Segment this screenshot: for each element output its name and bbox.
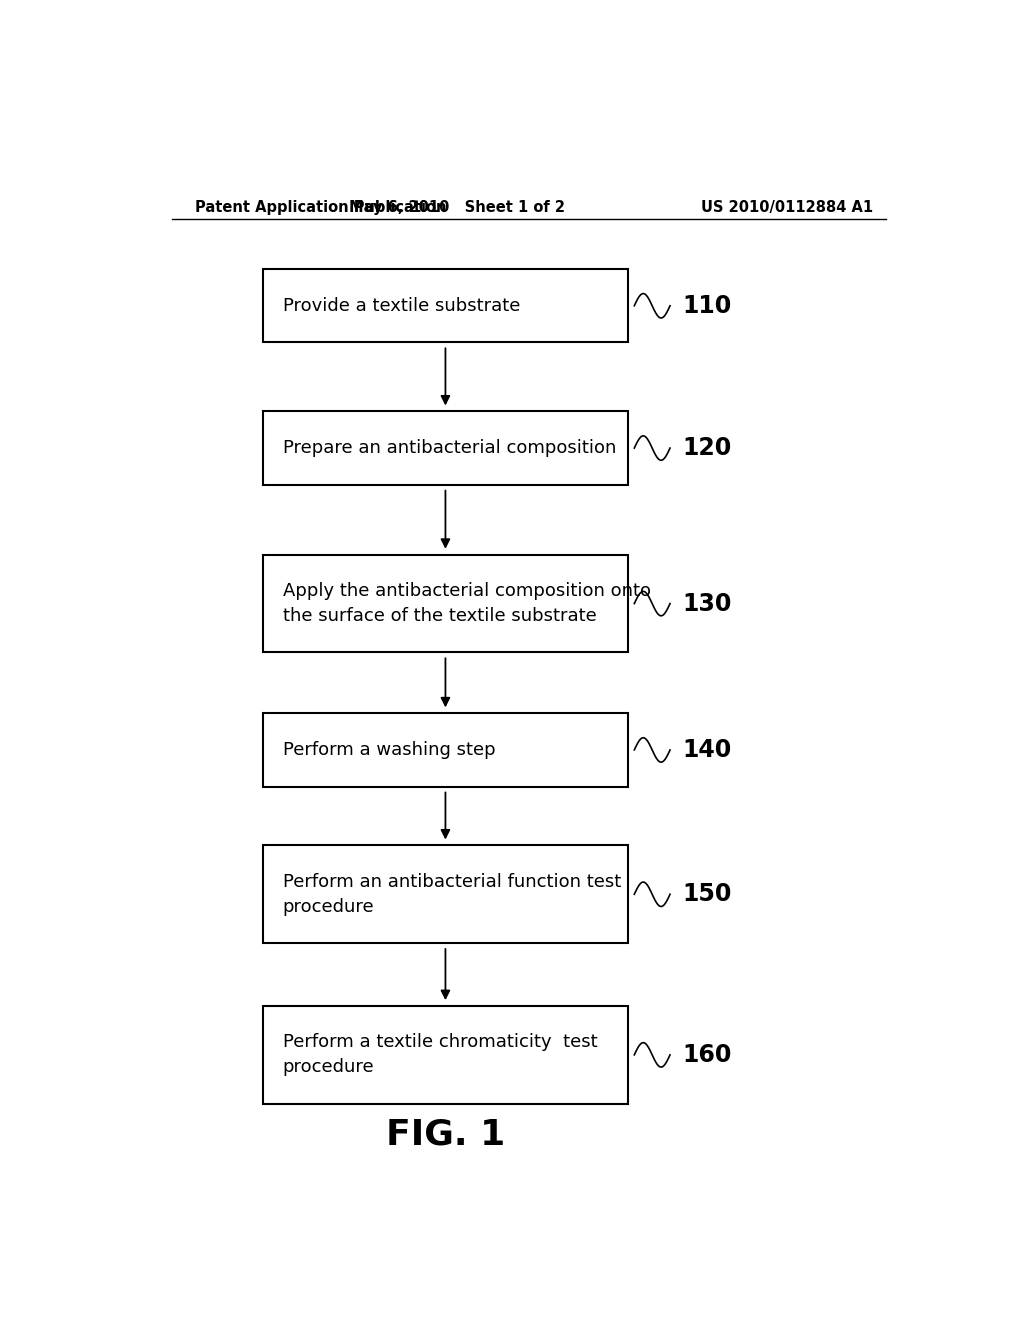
Bar bbox=[263, 1006, 628, 1104]
Text: FIG. 1: FIG. 1 bbox=[386, 1117, 505, 1151]
Text: Perform a textile chromaticity  test
procedure: Perform a textile chromaticity test proc… bbox=[283, 1034, 597, 1076]
Bar bbox=[263, 846, 628, 942]
Text: Provide a textile substrate: Provide a textile substrate bbox=[283, 297, 520, 314]
Text: Perform an antibacterial function test
procedure: Perform an antibacterial function test p… bbox=[283, 873, 621, 916]
Text: US 2010/0112884 A1: US 2010/0112884 A1 bbox=[700, 199, 872, 215]
Bar bbox=[263, 713, 628, 787]
Text: 130: 130 bbox=[682, 591, 731, 615]
Text: May 6, 2010   Sheet 1 of 2: May 6, 2010 Sheet 1 of 2 bbox=[349, 199, 565, 215]
Bar bbox=[263, 269, 628, 342]
Text: 140: 140 bbox=[682, 738, 731, 762]
Text: 160: 160 bbox=[682, 1043, 731, 1067]
Text: 110: 110 bbox=[682, 294, 731, 318]
Bar bbox=[263, 554, 628, 652]
Text: Perform a washing step: Perform a washing step bbox=[283, 741, 496, 759]
Text: Patent Application Publication: Patent Application Publication bbox=[196, 199, 446, 215]
Text: Prepare an antibacterial composition: Prepare an antibacterial composition bbox=[283, 440, 616, 457]
Text: Apply the antibacterial composition onto
the surface of the textile substrate: Apply the antibacterial composition onto… bbox=[283, 582, 651, 626]
Bar bbox=[263, 412, 628, 484]
Text: 150: 150 bbox=[682, 882, 731, 907]
Text: 120: 120 bbox=[682, 436, 731, 461]
